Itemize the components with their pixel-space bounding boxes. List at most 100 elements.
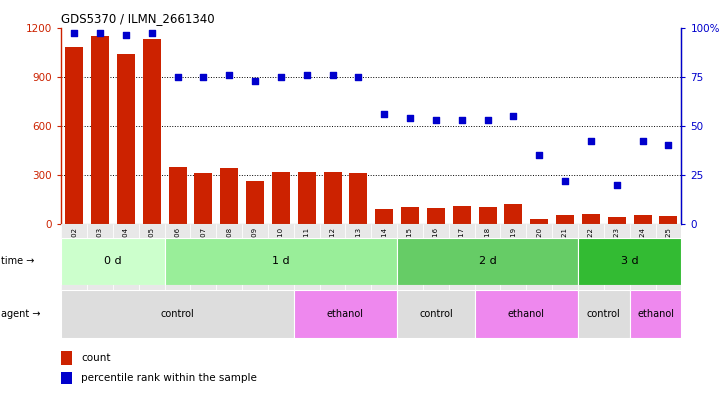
Point (559, 178, 571, 184)
Bar (117, 54, 135, 224)
Text: GSM1131203: GSM1131203 (97, 227, 103, 274)
Point (379, 111, 390, 117)
Bar (61, 224, 87, 330)
Point (198, 73, 209, 80)
Bar (371, 224, 397, 330)
Bar (138, 224, 164, 330)
Bar (195, 173, 213, 224)
Bar (474, 290, 578, 338)
Text: GSM1131207: GSM1131207 (200, 227, 206, 274)
Bar (61, 290, 294, 338)
Text: GSM1131221: GSM1131221 (562, 227, 568, 274)
Text: GSM1131204: GSM1131204 (123, 227, 129, 274)
Bar (375, 209, 393, 224)
Bar (350, 173, 368, 224)
Bar (61, 372, 72, 384)
Text: GSM1131209: GSM1131209 (252, 227, 258, 274)
Text: 2 d: 2 d (479, 256, 497, 266)
Bar (634, 215, 652, 224)
Text: ethanol: ethanol (508, 309, 545, 319)
Text: GSM1131214: GSM1131214 (381, 227, 387, 274)
Point (482, 117, 493, 123)
Bar (578, 290, 629, 338)
Bar (505, 204, 523, 224)
Text: GSM1131205: GSM1131205 (149, 227, 155, 274)
Text: GSM1131210: GSM1131210 (278, 227, 284, 274)
Bar (87, 224, 113, 330)
Bar (61, 238, 164, 285)
Bar (293, 224, 319, 330)
Point (508, 113, 519, 119)
Bar (578, 238, 681, 285)
Bar (655, 224, 681, 330)
Bar (324, 173, 342, 224)
Bar (190, 224, 216, 330)
Point (120, 32, 132, 39)
Bar (294, 290, 397, 338)
Point (146, 30, 157, 37)
Bar (427, 208, 445, 224)
Bar (246, 181, 264, 224)
Bar (65, 47, 83, 224)
Text: 1 d: 1 d (272, 256, 290, 266)
Point (430, 117, 442, 123)
Point (327, 72, 338, 78)
Text: percentile rank within the sample: percentile rank within the sample (81, 373, 257, 383)
Bar (164, 224, 190, 330)
Bar (423, 224, 448, 330)
Text: GSM1131217: GSM1131217 (459, 227, 465, 274)
Bar (143, 39, 161, 224)
Bar (448, 224, 474, 330)
Point (611, 182, 622, 188)
Bar (629, 224, 655, 330)
Bar (345, 224, 371, 330)
Text: control: control (161, 309, 195, 319)
Point (224, 72, 235, 78)
Point (404, 115, 416, 121)
Text: GSM1131212: GSM1131212 (329, 227, 335, 274)
Text: GSM1131211: GSM1131211 (304, 227, 310, 274)
Point (585, 138, 597, 145)
Text: GSM1131224: GSM1131224 (640, 227, 645, 274)
Text: GSM1131208: GSM1131208 (226, 227, 232, 274)
Bar (397, 224, 423, 330)
Bar (578, 224, 603, 330)
Text: GSM1131219: GSM1131219 (510, 227, 516, 274)
Bar (61, 351, 72, 365)
Text: 0 d: 0 d (104, 256, 122, 266)
Point (249, 77, 261, 84)
Bar (556, 215, 574, 224)
Point (456, 117, 467, 123)
Text: GSM1131225: GSM1131225 (665, 227, 671, 274)
Text: GSM1131213: GSM1131213 (355, 227, 361, 274)
Bar (216, 224, 242, 330)
Text: GSM1131206: GSM1131206 (174, 227, 180, 274)
Point (94, 30, 106, 37)
Bar (500, 224, 526, 330)
Text: GSM1131218: GSM1131218 (485, 227, 490, 274)
Bar (397, 290, 474, 338)
Text: GSM1131223: GSM1131223 (614, 227, 620, 274)
Bar (242, 224, 268, 330)
Point (663, 142, 674, 149)
Bar (608, 217, 626, 224)
Text: GSM1131215: GSM1131215 (407, 227, 413, 274)
Bar (582, 214, 600, 224)
Text: GDS5370 / ILMN_2661340: GDS5370 / ILMN_2661340 (61, 12, 215, 25)
Bar (113, 224, 138, 330)
Text: ethanol: ethanol (637, 309, 674, 319)
Bar (530, 219, 548, 224)
Bar (220, 168, 238, 224)
Bar (479, 207, 497, 224)
Point (68, 30, 80, 37)
Bar (603, 224, 629, 330)
Bar (164, 238, 397, 285)
Bar (660, 216, 678, 224)
Bar (397, 238, 578, 285)
Bar (91, 36, 109, 224)
Point (275, 73, 287, 80)
Point (301, 72, 312, 78)
Bar (298, 173, 316, 224)
Point (353, 73, 364, 80)
Text: count: count (81, 353, 110, 363)
